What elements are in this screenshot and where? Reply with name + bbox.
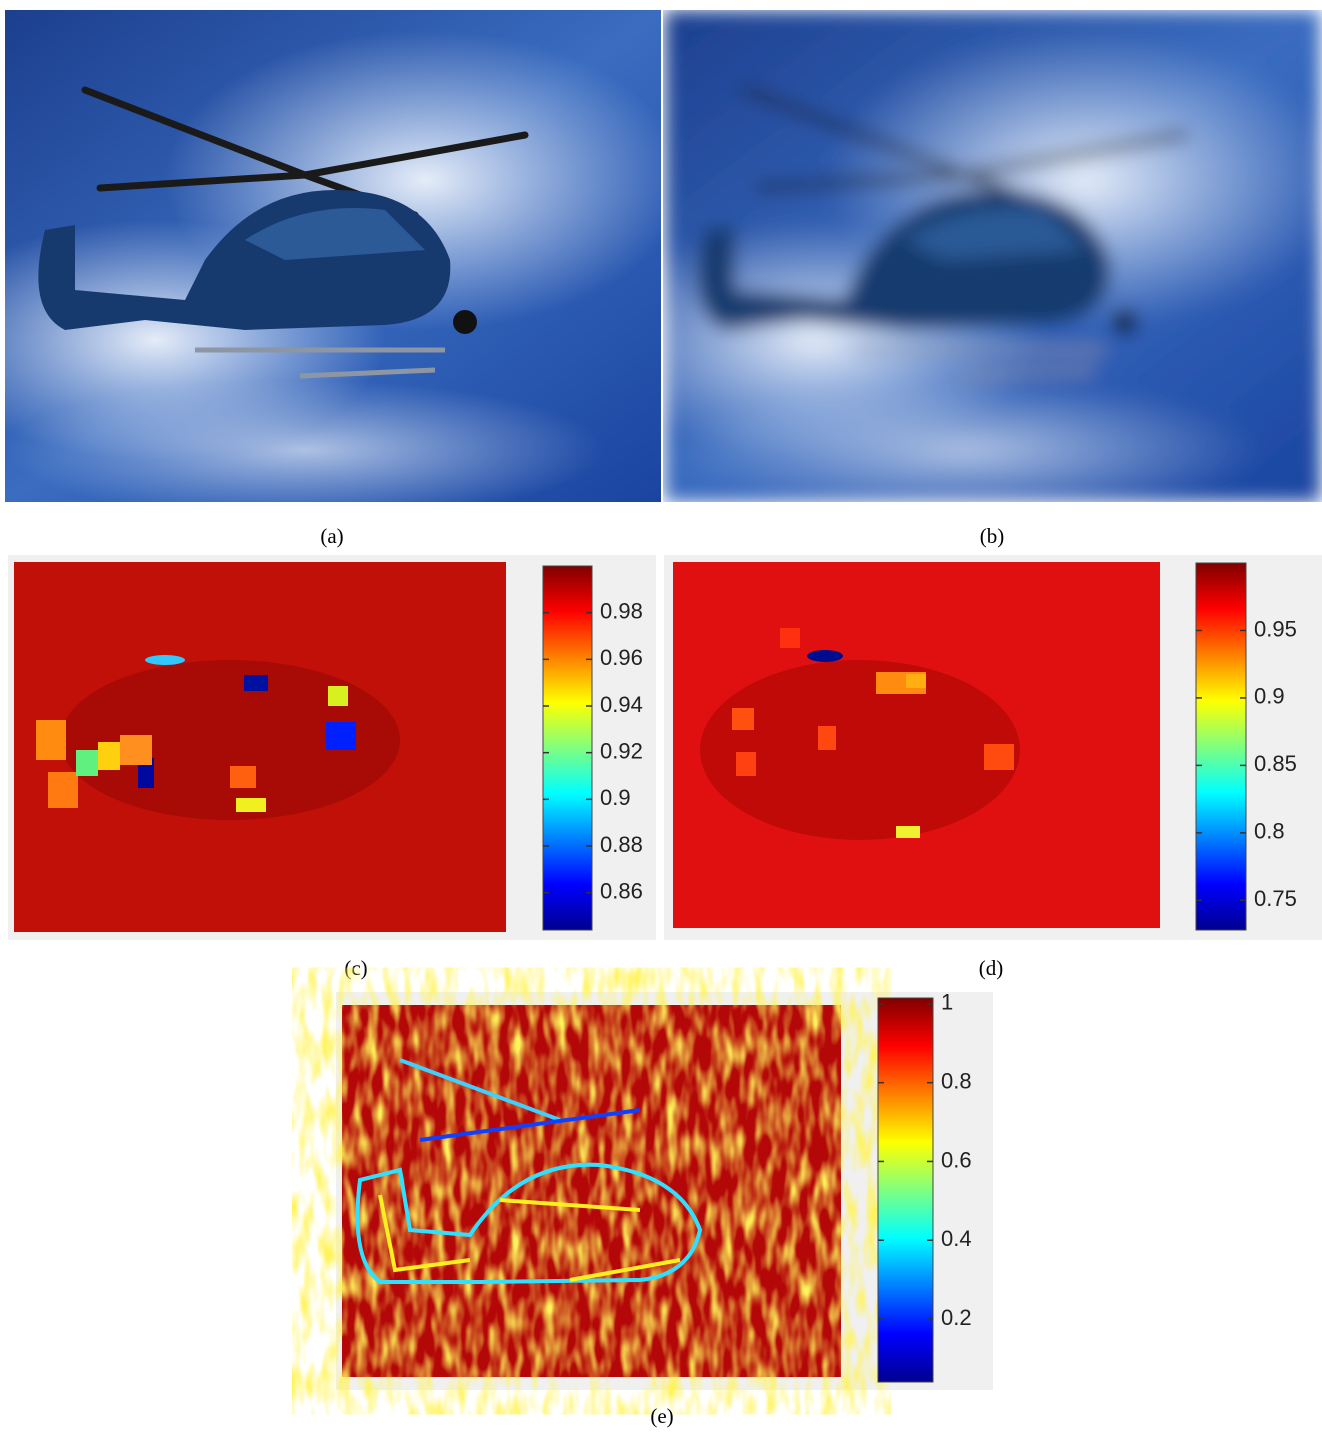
tick-label: 0.96: [600, 645, 643, 670]
panel-c: (c): [8, 555, 656, 980]
figure: (a) (b) (c) (d): [0, 0, 1322, 1434]
colorbar: [543, 566, 592, 930]
panel-label: (e): [650, 1404, 673, 1428]
panel-b: (b): [585, 10, 1322, 548]
tick-label: 0.86: [600, 878, 643, 903]
tick-label: 0.95: [1254, 616, 1297, 641]
tick-label: 0.88: [600, 832, 643, 857]
tick-label: 0.8: [1254, 819, 1285, 844]
panel-e: (e): [336, 992, 993, 1428]
tick-label: 0.85: [1254, 751, 1297, 776]
tick-label: 0.6: [941, 1147, 972, 1172]
tick-label: 0.98: [600, 598, 643, 623]
panel-label: (a): [320, 524, 343, 548]
panel-label: (b): [980, 524, 1005, 548]
tick-label: 0.4: [941, 1226, 972, 1251]
colorbar: [1196, 563, 1246, 930]
tick-label: 0.92: [600, 738, 643, 763]
panel-label: (d): [979, 956, 1004, 980]
tick-label: 0.75: [1254, 886, 1297, 911]
tick-label: 1: [941, 990, 953, 1015]
panel-a: (a): [0, 10, 685, 548]
edge-texture: [342, 1005, 841, 1377]
tick-label: 0.9: [1254, 684, 1285, 709]
colorbar: [878, 998, 933, 1382]
blurred-photo: [585, 10, 1322, 520]
photo: [0, 10, 685, 520]
tick-label: 0.9: [600, 785, 631, 810]
panel-d: (d): [664, 555, 1322, 980]
tick-label: 0.2: [941, 1305, 972, 1330]
tick-label: 0.94: [600, 692, 643, 717]
panel-label: (c): [344, 956, 367, 980]
tick-label: 0.8: [941, 1068, 972, 1093]
